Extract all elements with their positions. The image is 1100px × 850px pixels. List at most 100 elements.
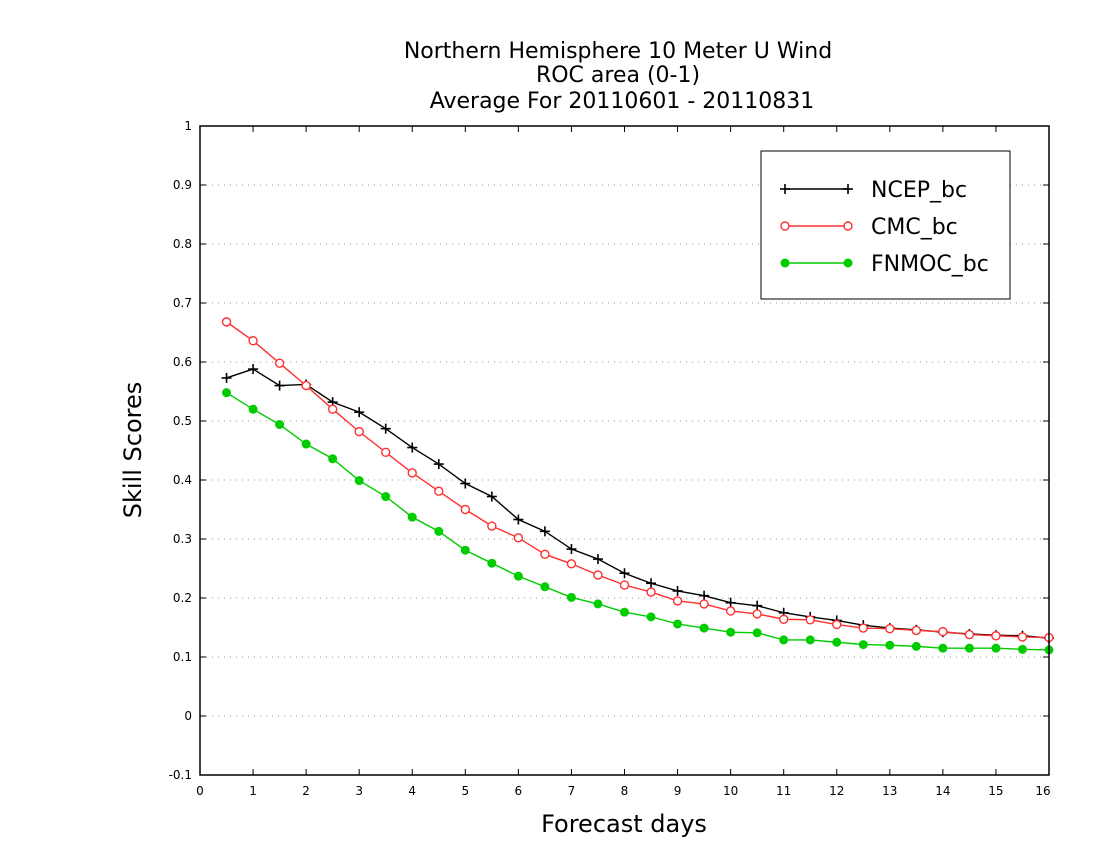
data-point xyxy=(540,549,550,560)
data-point xyxy=(381,447,391,457)
data-point xyxy=(248,336,258,346)
data-point xyxy=(566,559,577,569)
data-point xyxy=(991,631,1001,641)
data-point xyxy=(593,570,603,580)
data-point xyxy=(780,221,790,231)
data-point xyxy=(354,407,365,418)
data-point xyxy=(1017,632,1028,642)
data-point xyxy=(513,571,523,581)
data-point xyxy=(885,640,895,650)
y-tick-label: 0.9 xyxy=(173,178,192,192)
series-fnmoc-bc xyxy=(222,388,1054,655)
y-axis: -0.1 0 0.1 0.2 0.3 0.4 0.5 0.6 0.7 0.8 0.9 1 xyxy=(169,119,1049,782)
x-axis-label: Forecast days xyxy=(541,810,707,838)
data-point xyxy=(752,600,763,611)
data-point xyxy=(911,625,922,636)
data-point xyxy=(1017,644,1027,654)
x-tick-label: 12 xyxy=(829,784,844,798)
x-tick-label: 2 xyxy=(302,784,310,798)
data-point xyxy=(805,615,815,625)
data-point xyxy=(487,521,497,531)
plot-frame xyxy=(199,125,1050,776)
legend-entry-fnmoc-bc: FNMOC_bc xyxy=(780,252,989,277)
x-tick-label: 0 xyxy=(196,784,204,798)
data-point xyxy=(380,423,391,434)
data-point xyxy=(619,580,630,590)
chart-title: Northern Hemisphere 10 Meter U Wind ROC … xyxy=(404,39,832,114)
data-point xyxy=(275,420,285,430)
x-tick-label: 11 xyxy=(776,784,791,798)
series-line xyxy=(226,321,1050,639)
x-tick-label: 14 xyxy=(935,784,950,798)
data-point xyxy=(646,587,656,597)
data-point xyxy=(221,317,232,327)
data-point xyxy=(539,526,550,537)
data-point xyxy=(328,454,338,464)
x-tick-label: 16 xyxy=(1035,784,1050,798)
y-tick-label: 0.5 xyxy=(173,414,192,428)
y-tick-label: 0 xyxy=(184,709,192,723)
data-point xyxy=(832,637,842,647)
data-point xyxy=(843,184,853,194)
data-point xyxy=(832,619,842,630)
x-tick-label: 10 xyxy=(723,784,738,798)
data-point xyxy=(540,582,550,592)
data-point xyxy=(620,607,629,617)
data-point xyxy=(619,568,630,579)
data-point xyxy=(407,468,417,478)
data-point xyxy=(752,609,762,619)
data-point xyxy=(991,643,1001,653)
data-point xyxy=(460,504,471,515)
data-point xyxy=(699,590,710,601)
data-point xyxy=(407,442,418,453)
data-point xyxy=(221,372,232,383)
legend-label: NCEP_bc xyxy=(871,178,967,203)
data-point xyxy=(911,641,921,651)
data-point xyxy=(673,619,683,629)
x-tick-label: 13 xyxy=(882,784,897,798)
y-tick-label: 0.1 xyxy=(173,650,192,664)
data-point xyxy=(780,184,790,194)
data-point xyxy=(513,514,524,525)
y-axis-label: Skill Scores xyxy=(119,382,147,519)
data-point xyxy=(646,578,657,589)
data-point xyxy=(248,404,258,414)
data-point xyxy=(672,585,683,596)
legend-box xyxy=(760,150,1011,300)
data-point xyxy=(327,404,338,414)
x-tick-label: 9 xyxy=(674,784,682,798)
data-point xyxy=(301,380,311,391)
data-point xyxy=(407,512,417,522)
data-point xyxy=(274,358,285,368)
x-tick-label: 15 xyxy=(988,784,1003,798)
x-tick-label: 5 xyxy=(461,784,469,798)
series-ncep-bc xyxy=(221,364,1054,644)
data-point xyxy=(752,628,762,638)
x-tick-label: 3 xyxy=(355,784,363,798)
data-point xyxy=(354,426,364,437)
data-point xyxy=(858,623,868,633)
chart-title-line-3: Average For 20110601 - 20110831 xyxy=(430,89,815,114)
data-point xyxy=(778,614,789,624)
chart-title-line-2: ROC area (0-1) xyxy=(536,63,700,88)
data-point xyxy=(699,599,709,609)
data-point xyxy=(486,491,497,502)
legend-label: CMC_bc xyxy=(871,215,958,240)
data-point xyxy=(592,554,603,565)
legend: NCEP_bc CMC_bc FNMOC_bc xyxy=(760,150,1011,300)
legend-entry-ncep-bc: NCEP_bc xyxy=(780,178,967,203)
data-point xyxy=(487,558,497,568)
series-line xyxy=(226,392,1050,651)
data-point xyxy=(566,544,577,555)
data-point xyxy=(725,597,736,608)
data-point xyxy=(938,643,948,653)
data-point xyxy=(434,486,444,496)
data-point xyxy=(460,478,471,489)
data-point xyxy=(301,439,311,449)
series-cmc-bc xyxy=(221,317,1054,643)
data-point xyxy=(672,596,683,606)
data-point xyxy=(354,476,364,486)
x-tick-label: 8 xyxy=(621,784,629,798)
data-point xyxy=(460,545,470,555)
